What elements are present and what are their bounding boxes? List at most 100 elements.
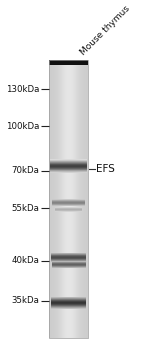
Bar xyxy=(55,211,82,212)
Bar xyxy=(52,202,85,203)
Bar xyxy=(51,260,87,261)
Bar xyxy=(50,60,88,65)
Bar xyxy=(52,263,86,264)
Bar xyxy=(51,303,86,304)
Bar xyxy=(51,253,87,254)
Bar xyxy=(55,210,82,211)
Bar xyxy=(55,208,82,209)
Bar xyxy=(51,303,86,304)
Bar xyxy=(51,300,86,301)
Bar xyxy=(52,266,86,267)
Bar xyxy=(58,60,59,338)
Bar xyxy=(51,256,87,257)
Bar xyxy=(50,170,87,171)
Bar xyxy=(52,266,86,267)
Bar xyxy=(52,203,85,204)
Bar xyxy=(52,267,86,268)
Bar xyxy=(51,258,87,259)
Bar xyxy=(52,199,85,200)
Bar xyxy=(55,211,82,212)
Bar xyxy=(51,256,87,257)
Bar xyxy=(50,60,51,338)
Bar xyxy=(51,260,87,261)
Bar xyxy=(55,207,82,208)
Bar xyxy=(52,261,86,262)
Bar xyxy=(50,166,87,167)
Bar xyxy=(66,60,67,338)
Bar xyxy=(51,298,86,299)
Bar xyxy=(50,162,87,163)
Bar xyxy=(64,60,65,338)
Bar xyxy=(55,207,82,208)
Bar xyxy=(51,307,86,308)
Bar xyxy=(50,172,87,173)
Bar xyxy=(50,168,87,169)
Bar xyxy=(52,205,85,206)
Bar xyxy=(52,204,85,205)
Bar xyxy=(51,307,86,308)
Text: EFS: EFS xyxy=(96,164,115,174)
Bar xyxy=(51,298,86,299)
Bar xyxy=(52,199,85,200)
Bar xyxy=(65,60,66,338)
Bar xyxy=(70,60,71,338)
Bar xyxy=(52,201,85,202)
Bar xyxy=(54,60,55,338)
Bar xyxy=(51,261,87,262)
Bar xyxy=(51,298,86,299)
Bar xyxy=(55,207,82,208)
Bar xyxy=(51,308,86,309)
Bar xyxy=(52,264,86,265)
Bar xyxy=(51,305,86,306)
Bar xyxy=(73,60,74,338)
Bar xyxy=(51,253,87,254)
Bar xyxy=(51,301,86,302)
Bar xyxy=(67,60,68,338)
Bar xyxy=(51,255,87,256)
Bar xyxy=(50,162,87,163)
Bar xyxy=(55,210,82,211)
Bar xyxy=(51,258,87,259)
Bar xyxy=(51,255,87,256)
Text: 100kDa: 100kDa xyxy=(6,121,39,131)
Bar xyxy=(52,262,86,263)
Bar xyxy=(55,208,82,209)
Bar xyxy=(55,209,82,210)
Bar xyxy=(50,160,87,161)
Bar xyxy=(50,160,87,161)
Bar xyxy=(51,258,87,259)
Bar xyxy=(52,200,85,201)
Bar xyxy=(55,209,82,210)
Bar xyxy=(50,169,87,170)
Bar xyxy=(50,168,87,169)
Bar xyxy=(51,300,86,301)
Bar xyxy=(63,60,64,338)
Bar xyxy=(51,60,52,338)
Bar xyxy=(52,202,85,203)
Bar xyxy=(52,261,86,262)
Bar xyxy=(51,302,86,303)
Bar xyxy=(51,257,87,258)
Bar xyxy=(51,305,86,306)
Bar xyxy=(52,202,85,203)
Bar xyxy=(51,252,87,253)
Bar xyxy=(55,210,82,211)
Bar xyxy=(65,60,66,338)
Bar xyxy=(52,201,85,202)
Bar xyxy=(52,205,85,206)
Bar xyxy=(55,207,82,208)
Bar xyxy=(51,254,87,255)
Bar xyxy=(55,207,82,208)
Bar xyxy=(50,164,87,165)
Bar xyxy=(51,302,86,303)
Bar xyxy=(52,203,85,204)
Bar xyxy=(82,60,83,338)
Bar xyxy=(79,60,80,338)
Bar xyxy=(50,171,87,172)
Bar xyxy=(52,263,86,264)
Bar xyxy=(52,200,85,201)
Bar xyxy=(51,301,86,302)
Text: Mouse thymus: Mouse thymus xyxy=(79,4,132,57)
Bar xyxy=(61,60,62,338)
Bar xyxy=(56,60,57,338)
